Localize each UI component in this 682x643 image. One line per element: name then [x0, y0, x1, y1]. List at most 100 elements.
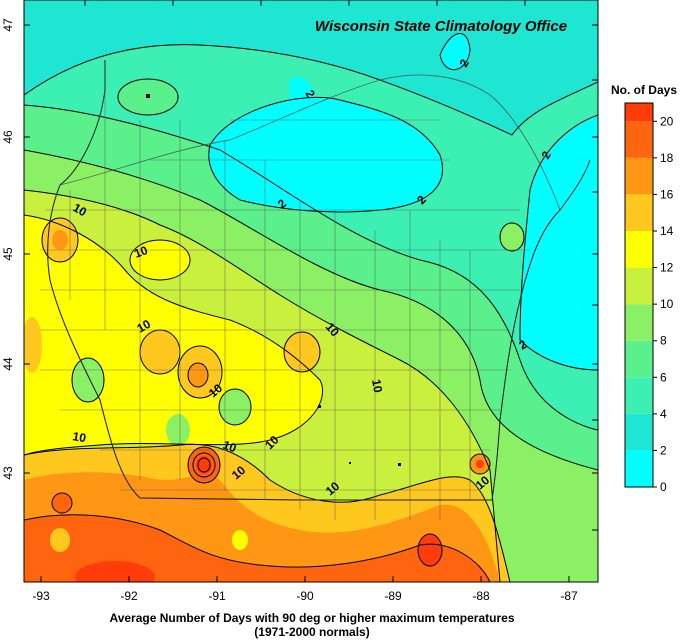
legend-label: 20	[660, 114, 674, 128]
contour-line-6	[24, 104, 598, 431]
fill-hot-spot-1b	[52, 230, 68, 250]
contour-ring-3b	[187, 362, 209, 388]
contour-ring-1	[41, 217, 79, 263]
contour-line-2-lake	[519, 114, 598, 371]
station-markers	[146, 94, 401, 466]
fill-cool-spot-8	[166, 414, 190, 446]
lon-tick-label: -89	[384, 589, 402, 603]
legend-swatch	[625, 194, 653, 231]
contour-ring-12	[417, 533, 443, 567]
fill-hot-spot-11b	[476, 460, 484, 468]
contour-line-18	[24, 514, 491, 582]
lon-tick-label: -92	[120, 589, 138, 603]
contour-label: 10	[132, 243, 150, 261]
contour-fill-layer	[24, 0, 598, 582]
contour-ring-door	[499, 222, 525, 252]
contour-ring-4	[283, 331, 321, 373]
legend-swatch	[625, 267, 653, 305]
station-marker	[349, 462, 351, 464]
contour-label: 10	[221, 438, 239, 456]
legend-labels: 0 2 4 6 8 10 12 14 16 18 20	[653, 114, 674, 494]
contour-ring-north	[117, 78, 179, 116]
contour-lines	[24, 0, 598, 582]
legend-label: 10	[660, 297, 674, 311]
legend-swatch	[625, 377, 653, 414]
legend-swatch	[625, 157, 653, 195]
legend-label: 2	[660, 443, 667, 457]
legend-label: 18	[660, 151, 674, 165]
lon-tick-label: -91	[208, 589, 226, 603]
fill-hot-spot-3b	[188, 363, 208, 387]
contour-label: 10	[135, 317, 154, 336]
legend: No. of Days 0 2 4 6 8 10 12 14 16 18 20	[611, 83, 677, 494]
legend-frame	[624, 102, 654, 488]
axis-ticks	[24, 0, 598, 582]
contour-ring-6	[218, 388, 252, 426]
fill-cold-north	[208, 97, 443, 212]
fill-door-warm	[500, 223, 524, 251]
legend-swatch	[625, 304, 653, 341]
fill-hot-spot-14	[52, 493, 72, 513]
contour-ring-3	[177, 345, 223, 399]
lon-tick-label: -90	[296, 589, 314, 603]
legend-swatch	[625, 103, 653, 122]
legend-label: 16	[660, 187, 674, 201]
contour-ring-7	[71, 357, 105, 403]
legend-swatch	[625, 340, 653, 378]
legend-label: 0	[660, 480, 667, 494]
contour-line-2-north	[208, 96, 443, 213]
station-marker	[398, 463, 401, 466]
map-caption-line1: Average Number of Days with 90 deg or hi…	[109, 611, 515, 625]
fill-spot-15	[50, 528, 70, 552]
station-marker	[146, 94, 150, 98]
state-outline	[47, 60, 591, 501]
contour-line-2-island	[439, 33, 471, 71]
contour-ring-10b	[192, 452, 216, 478]
fill-hot-spot-2	[140, 330, 180, 374]
lon-tick-label: -87	[560, 589, 578, 603]
contour-line-12	[24, 214, 323, 456]
lat-tick-label: 43	[1, 466, 15, 480]
lon-tick-labels: -93 -92 -91 -90 -89 -88 -87	[32, 589, 578, 603]
contour-ring-10c	[197, 457, 211, 473]
map-caption-line2: (1971-2000 normals)	[254, 625, 370, 639]
lat-tick-label: 47	[1, 18, 15, 32]
legend-label: 4	[660, 407, 667, 421]
legend-swatch	[625, 413, 653, 451]
contour-label: 10	[369, 378, 385, 394]
fill-north-band	[24, 0, 598, 135]
legend-label: 6	[660, 370, 667, 384]
station-marker	[318, 405, 321, 408]
fill-west-edge	[24, 317, 42, 373]
legend-swatches	[625, 103, 653, 487]
legend-label: 12	[660, 261, 674, 275]
legend-label: 8	[660, 334, 667, 348]
lat-tick-label: 44	[1, 357, 15, 371]
contour-line-10	[24, 189, 501, 582]
lat-tick-label: 46	[1, 130, 15, 144]
fill-hot-spot-13	[75, 561, 155, 582]
contour-label: 10	[71, 429, 87, 445]
map-title: Wisconsin State Climatology Office	[315, 18, 567, 35]
fill-spot-16	[232, 530, 248, 550]
contour-label: 10	[71, 200, 90, 219]
fill-hot-spot-4	[284, 332, 320, 372]
fill-cold-lake	[520, 115, 598, 370]
lon-tick-label: -93	[32, 589, 50, 603]
fill-hot-spot-12	[418, 534, 442, 566]
lat-tick-labels: 43 44 45 46 47	[1, 18, 15, 480]
legend-swatch	[625, 231, 653, 268]
legend-swatch	[625, 121, 653, 158]
contour-ring-10	[187, 446, 221, 484]
contour-line-4	[24, 0, 598, 136]
fill-cold-island	[440, 33, 470, 70]
contour-line-14	[24, 443, 511, 582]
contour-ring-14	[51, 492, 73, 514]
plot-frame	[23, 0, 599, 583]
legend-swatch	[625, 450, 653, 487]
lon-tick-label: -88	[472, 589, 490, 603]
fill-cool-spot-6	[219, 389, 251, 425]
legend-label: 14	[660, 224, 674, 238]
contour-ring-5	[129, 239, 191, 281]
